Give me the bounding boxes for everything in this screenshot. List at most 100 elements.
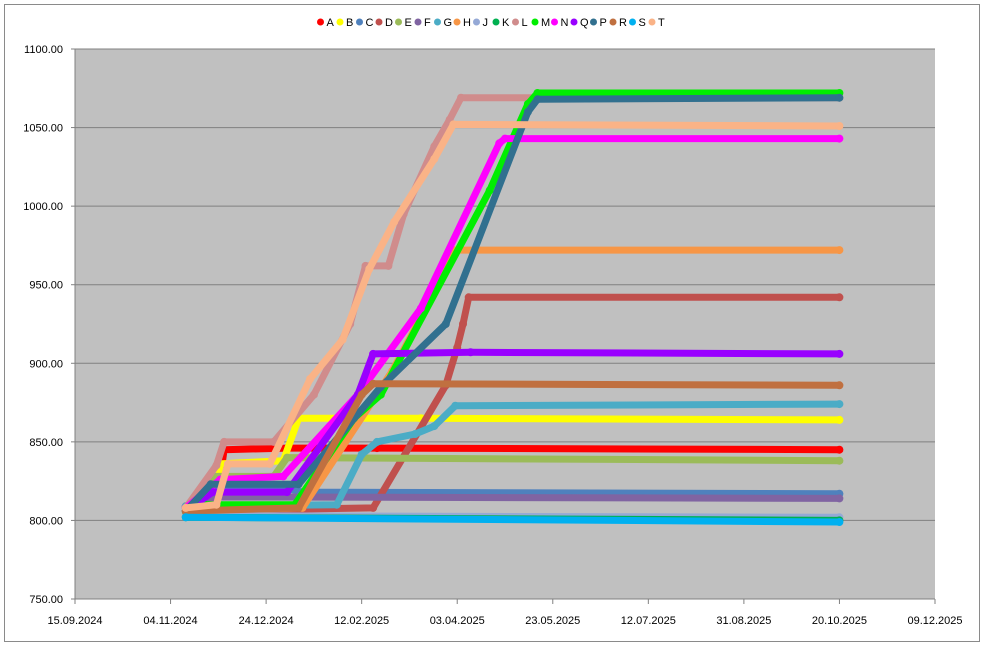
data-point: [501, 134, 509, 143]
x-tick-label: 15.09.2024: [47, 615, 102, 627]
data-point: [430, 155, 439, 163]
legend-item-C: C: [356, 17, 374, 29]
data-point: [835, 445, 844, 454]
legend-marker: [336, 18, 344, 26]
series-line-G: [182, 400, 843, 510]
data-point: [457, 93, 465, 102]
legend-label: C: [366, 17, 374, 29]
legend-item-J: J: [473, 17, 488, 29]
data-point: [835, 134, 844, 143]
data-point: [523, 107, 532, 116]
legend-label: R: [619, 17, 627, 29]
data-point: [357, 450, 366, 459]
legend-marker: [375, 18, 383, 26]
data-point: [533, 95, 542, 104]
legend-marker: [414, 18, 422, 26]
legend-item-G: G: [434, 17, 452, 29]
data-point: [332, 500, 341, 509]
legend-item-T: T: [648, 17, 665, 29]
legend-marker: [590, 18, 597, 26]
data-point: [338, 335, 347, 344]
legend-marker: [492, 18, 500, 26]
legend-marker: [434, 18, 441, 26]
legend-marker: [473, 18, 480, 26]
legend-marker: [317, 18, 324, 26]
legend-label: P: [600, 17, 607, 29]
data-point: [265, 459, 274, 468]
data-point: [835, 293, 844, 302]
data-point: [459, 320, 467, 328]
data-point: [384, 261, 393, 270]
data-point: [533, 89, 542, 97]
legend-label: D: [385, 17, 393, 29]
data-point: [223, 459, 232, 468]
legend-label: N: [561, 17, 569, 29]
legend-item-D: D: [375, 17, 393, 29]
data-point: [306, 375, 315, 383]
data-point: [416, 304, 425, 313]
y-tick-label: 850.00: [29, 437, 63, 449]
legend-label: J: [483, 17, 489, 29]
legend-item-Q: Q: [570, 17, 589, 29]
data-point: [835, 400, 844, 409]
data-point: [466, 348, 475, 357]
legend-item-L: L: [512, 17, 528, 29]
legend-marker: [648, 18, 656, 26]
x-tick-label: 20.10.2025: [812, 615, 867, 627]
legend-item-F: F: [414, 17, 431, 29]
legend-marker: [512, 18, 519, 26]
data-point: [283, 488, 292, 497]
data-point: [294, 503, 303, 512]
y-tick-label: 800.00: [29, 515, 63, 527]
x-tick-label: 31.08.2025: [716, 615, 771, 627]
data-point: [835, 456, 844, 465]
legend-label: A: [327, 17, 335, 29]
data-point: [369, 349, 378, 358]
legend-item-A: A: [317, 17, 335, 29]
legend-item-H: H: [453, 17, 471, 29]
data-point: [835, 349, 844, 358]
legend-label: K: [502, 17, 510, 29]
data-point: [365, 265, 374, 273]
y-axis-ticks: 750.00 800.00 850.00 900.00 950.00 1000.00 105…: [23, 44, 75, 606]
series-line-S: [182, 513, 843, 526]
legend-item-R: R: [609, 17, 627, 29]
x-tick-label: 03.04.2025: [430, 615, 485, 627]
data-point: [430, 422, 439, 431]
legend-label: M: [541, 17, 550, 29]
data-point: [835, 415, 844, 424]
data-point: [835, 246, 844, 255]
series-T: [181, 120, 844, 512]
y-tick-label: 750.00: [29, 594, 63, 606]
data-point: [212, 500, 221, 509]
legend-marker: [629, 18, 636, 26]
data-point: [309, 390, 318, 399]
legend-item-E: E: [395, 17, 412, 29]
data-point: [449, 120, 458, 129]
data-point: [212, 461, 221, 470]
data-point: [181, 513, 190, 522]
data-point: [441, 320, 450, 328]
data-point: [835, 494, 844, 503]
y-tick-label: 1000.00: [23, 201, 63, 213]
data-point: [485, 186, 494, 195]
data-point: [835, 381, 844, 390]
data-point: [373, 437, 381, 446]
legend-item-N: N: [551, 17, 569, 29]
data-point: [181, 503, 190, 512]
data-point: [390, 217, 399, 226]
series-G: [181, 400, 844, 511]
legend-label: B: [346, 17, 353, 29]
data-point: [464, 293, 473, 302]
legend-marker: [453, 18, 461, 26]
legend-item-K: K: [492, 17, 510, 29]
x-tick-label: 24.12.2024: [239, 615, 294, 627]
data-point: [835, 122, 844, 130]
legend-label: L: [522, 17, 528, 29]
data-point: [835, 93, 844, 102]
data-point: [411, 430, 420, 438]
data-point: [835, 518, 844, 526]
data-point: [206, 480, 215, 489]
